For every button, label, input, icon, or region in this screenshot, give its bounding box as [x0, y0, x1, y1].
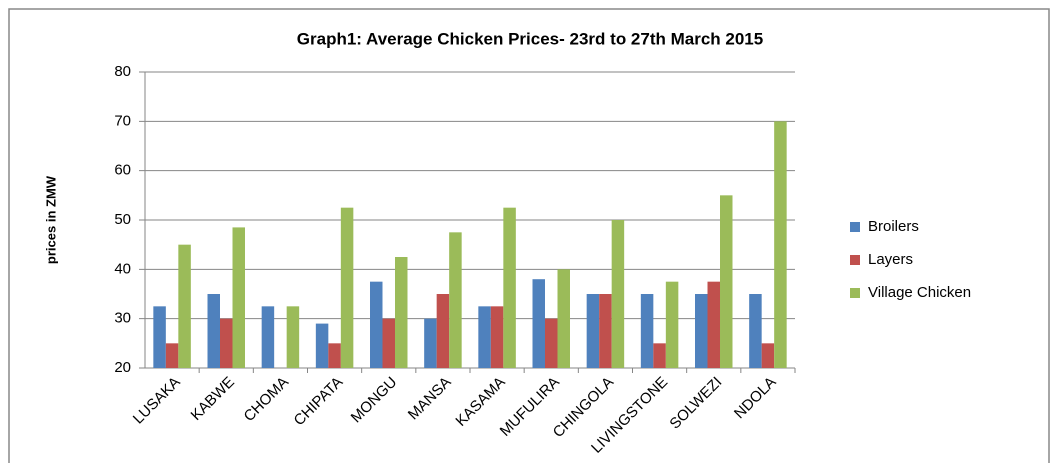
- bar: [165, 343, 179, 368]
- bar: [586, 294, 600, 368]
- bar: [545, 318, 558, 368]
- bar: [695, 294, 708, 368]
- bar: [611, 220, 625, 368]
- legend-label: Layers: [868, 251, 913, 268]
- bar: [707, 281, 720, 368]
- bar: [340, 207, 354, 368]
- legend-label: Village Chicken: [868, 284, 971, 301]
- bar: [653, 343, 666, 368]
- bar: [640, 294, 654, 368]
- y-axis-label: prices in ZMW: [43, 175, 58, 264]
- bar: [207, 294, 220, 368]
- bar: [286, 306, 300, 368]
- bar: [665, 281, 679, 368]
- bar: [449, 232, 462, 368]
- y-tick-label: 60: [114, 162, 131, 179]
- bar: [503, 207, 516, 368]
- y-tick-label: 40: [114, 260, 131, 277]
- bar: [749, 294, 762, 368]
- bar: [761, 343, 775, 368]
- y-tick-label: 80: [114, 63, 131, 80]
- legend-swatch: [850, 288, 860, 298]
- legend-swatch: [850, 255, 860, 265]
- bar: [774, 121, 787, 368]
- bar: [490, 306, 504, 368]
- chart-frame: [8, 8, 1050, 463]
- bar: [178, 244, 191, 368]
- bar: [478, 306, 491, 368]
- bar: [315, 323, 329, 368]
- bar: [532, 279, 545, 368]
- bar: [382, 318, 395, 368]
- y-tick-label: 20: [114, 359, 131, 376]
- bar: [599, 294, 612, 368]
- bar: [232, 227, 245, 368]
- bar: [720, 195, 733, 368]
- bar: [424, 318, 437, 368]
- bar: [261, 306, 275, 368]
- bar: [557, 269, 570, 368]
- y-tick-label: 70: [114, 112, 131, 129]
- y-tick-label: 50: [114, 211, 131, 228]
- bar: [395, 257, 408, 368]
- bar: [328, 343, 341, 368]
- bar: [153, 306, 166, 368]
- bar: [220, 318, 233, 368]
- legend-label: Broilers: [868, 218, 919, 235]
- bar: [370, 281, 383, 368]
- chart-title: Graph1: Average Chicken Prices- 23rd to …: [297, 29, 763, 48]
- bar: [436, 294, 450, 368]
- y-tick-label: 30: [114, 310, 131, 327]
- legend-swatch: [850, 222, 860, 232]
